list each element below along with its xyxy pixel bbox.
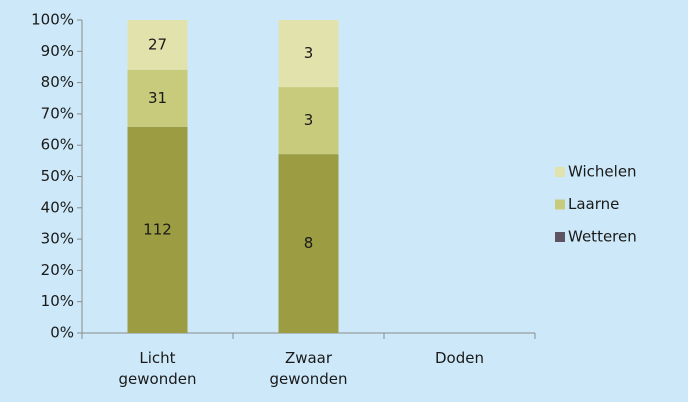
x-tick-label: Doden xyxy=(435,349,484,367)
legend-swatch xyxy=(555,199,565,210)
data-label: 27 xyxy=(148,35,167,53)
bar-segment xyxy=(278,20,339,88)
x-tick-label-line: Zwaar xyxy=(285,349,333,367)
legend-label: Wetteren xyxy=(568,228,637,246)
legend-swatch xyxy=(555,167,565,177)
y-tick-label: 10% xyxy=(41,292,74,310)
y-tick-label: 50% xyxy=(41,167,74,185)
x-tick-label-line: Doden xyxy=(435,349,484,367)
data-label: 31 xyxy=(148,89,167,107)
legend-label: Laarne xyxy=(568,195,619,213)
x-tick-label: Zwaar gewonden xyxy=(270,349,348,388)
data-label: 3 xyxy=(304,111,314,129)
y-tick-label: 60% xyxy=(41,136,74,154)
bar-segment xyxy=(278,154,339,333)
bar-segment xyxy=(278,87,339,155)
data-label: 3 xyxy=(304,44,314,62)
legend-swatch xyxy=(555,232,565,242)
y-tick-label: 90% xyxy=(41,42,74,60)
y-tick-label: 40% xyxy=(41,198,74,216)
x-tick-label-line: gewonden xyxy=(270,370,348,388)
x-tick-label-line: gewonden xyxy=(119,370,197,388)
bar-segment xyxy=(127,69,188,127)
y-tick-label: 70% xyxy=(41,104,74,122)
legend-label: Wichelen xyxy=(568,163,637,181)
data-label: 112 xyxy=(143,220,172,238)
bar-segment xyxy=(127,126,188,333)
y-tick-label: 0% xyxy=(50,324,74,342)
y-tick-label: 30% xyxy=(41,230,74,248)
y-tick-label: 100% xyxy=(31,11,74,29)
x-tick-label: Licht gewonden xyxy=(119,349,197,388)
data-label: 8 xyxy=(304,234,314,252)
y-tick-label: 20% xyxy=(41,261,74,279)
x-tick-label-line: Licht xyxy=(139,349,175,367)
y-tick-label: 80% xyxy=(41,73,74,91)
bar-segment xyxy=(127,20,188,70)
